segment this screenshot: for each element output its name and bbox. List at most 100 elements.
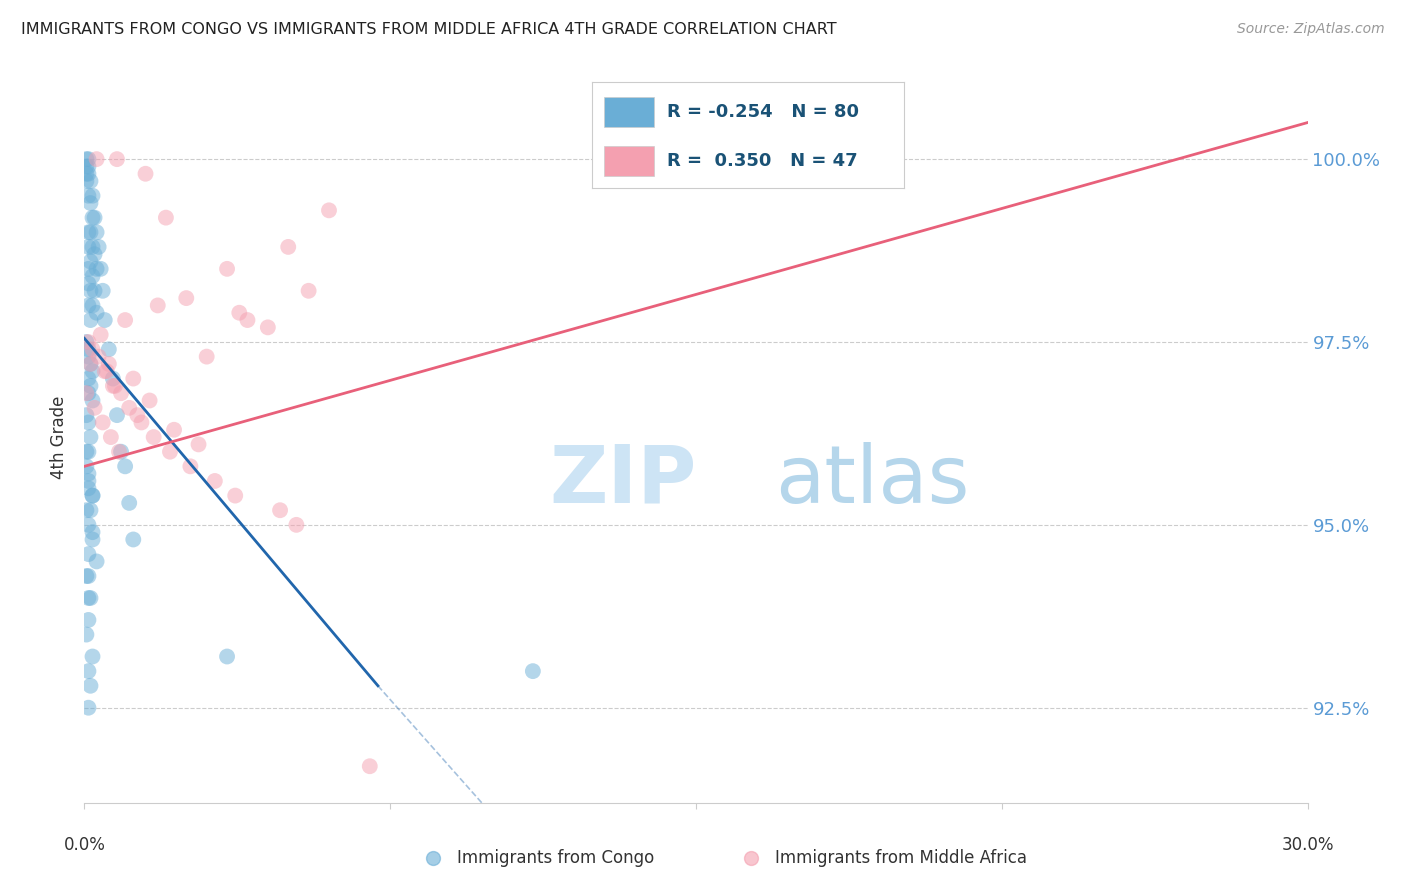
Point	[75, 152, 97, 166]
Point	[77, 240, 100, 254]
Point	[105, 152, 128, 166]
Point	[77, 386, 100, 401]
Point	[77, 474, 100, 488]
Point	[82, 393, 104, 408]
Point	[318, 203, 340, 218]
Point	[155, 211, 177, 225]
Point	[77, 664, 100, 678]
Point	[87, 240, 110, 254]
Point	[77, 481, 100, 495]
Point	[82, 489, 104, 503]
Point	[79, 679, 101, 693]
Point	[179, 459, 201, 474]
Point	[91, 284, 114, 298]
Point	[82, 343, 104, 357]
Point	[86, 554, 108, 568]
Point	[217, 649, 239, 664]
Text: Source: ZipAtlas.com: Source: ZipAtlas.com	[1237, 22, 1385, 37]
Point	[93, 364, 115, 378]
Point	[108, 444, 131, 458]
Point	[83, 247, 105, 261]
Text: IMMIGRANTS FROM CONGO VS IMMIGRANTS FROM MIDDLE AFRICA 4TH GRADE CORRELATION CHA: IMMIGRANTS FROM CONGO VS IMMIGRANTS FROM…	[21, 22, 837, 37]
Point	[93, 313, 115, 327]
Point	[91, 416, 114, 430]
Point	[236, 313, 259, 327]
Point	[79, 284, 101, 298]
Point	[77, 343, 100, 357]
Point	[217, 261, 239, 276]
Point	[75, 408, 97, 422]
Point	[77, 444, 100, 458]
Point	[75, 167, 97, 181]
Point	[77, 613, 100, 627]
Point	[159, 444, 181, 458]
Point	[204, 474, 226, 488]
Point	[82, 298, 104, 312]
Point	[79, 379, 101, 393]
Point	[224, 489, 246, 503]
Point	[82, 489, 104, 503]
Point	[82, 269, 104, 284]
Point	[110, 444, 132, 458]
Point	[77, 334, 100, 349]
Point	[82, 525, 104, 540]
Point	[163, 423, 186, 437]
Point	[104, 379, 127, 393]
Point	[82, 240, 104, 254]
Point	[79, 591, 101, 605]
Point	[77, 261, 100, 276]
Point	[77, 591, 100, 605]
Point	[100, 430, 122, 444]
Point	[97, 357, 120, 371]
Point	[110, 386, 132, 401]
Point	[90, 327, 112, 342]
Point	[77, 700, 100, 714]
Point	[195, 350, 218, 364]
Point	[75, 627, 97, 641]
Point	[269, 503, 291, 517]
Point	[82, 533, 104, 547]
Point	[82, 364, 104, 378]
Point	[77, 277, 100, 291]
Point	[77, 350, 100, 364]
Point	[77, 416, 100, 430]
Point	[87, 350, 110, 364]
Point	[228, 306, 250, 320]
Point	[75, 334, 97, 349]
Point	[75, 444, 97, 458]
Point	[79, 430, 101, 444]
Point	[101, 379, 124, 393]
Point	[77, 569, 100, 583]
Point	[77, 188, 100, 202]
Point	[142, 430, 165, 444]
Point	[101, 371, 124, 385]
Point	[75, 459, 97, 474]
Point	[75, 174, 97, 188]
Point	[96, 364, 118, 378]
Point	[75, 160, 97, 174]
Point	[118, 401, 141, 415]
Point	[86, 261, 108, 276]
Point	[79, 313, 101, 327]
Point	[90, 261, 112, 276]
Point	[82, 649, 104, 664]
Y-axis label: 4th Grade: 4th Grade	[51, 395, 69, 479]
Point	[82, 188, 104, 202]
Point	[77, 517, 100, 532]
Text: atlas: atlas	[776, 442, 970, 520]
Point	[146, 298, 169, 312]
Point	[174, 291, 197, 305]
Point	[79, 225, 101, 239]
Point	[79, 357, 101, 371]
Point	[77, 152, 100, 166]
Point	[79, 254, 101, 268]
Text: Immigrants from Middle Africa: Immigrants from Middle Africa	[776, 848, 1028, 867]
Point	[122, 533, 145, 547]
Point	[114, 459, 136, 474]
Point	[77, 371, 100, 385]
Point	[77, 160, 100, 174]
Point	[77, 467, 100, 481]
Point	[77, 225, 100, 239]
Point	[86, 152, 108, 166]
Point	[79, 357, 101, 371]
